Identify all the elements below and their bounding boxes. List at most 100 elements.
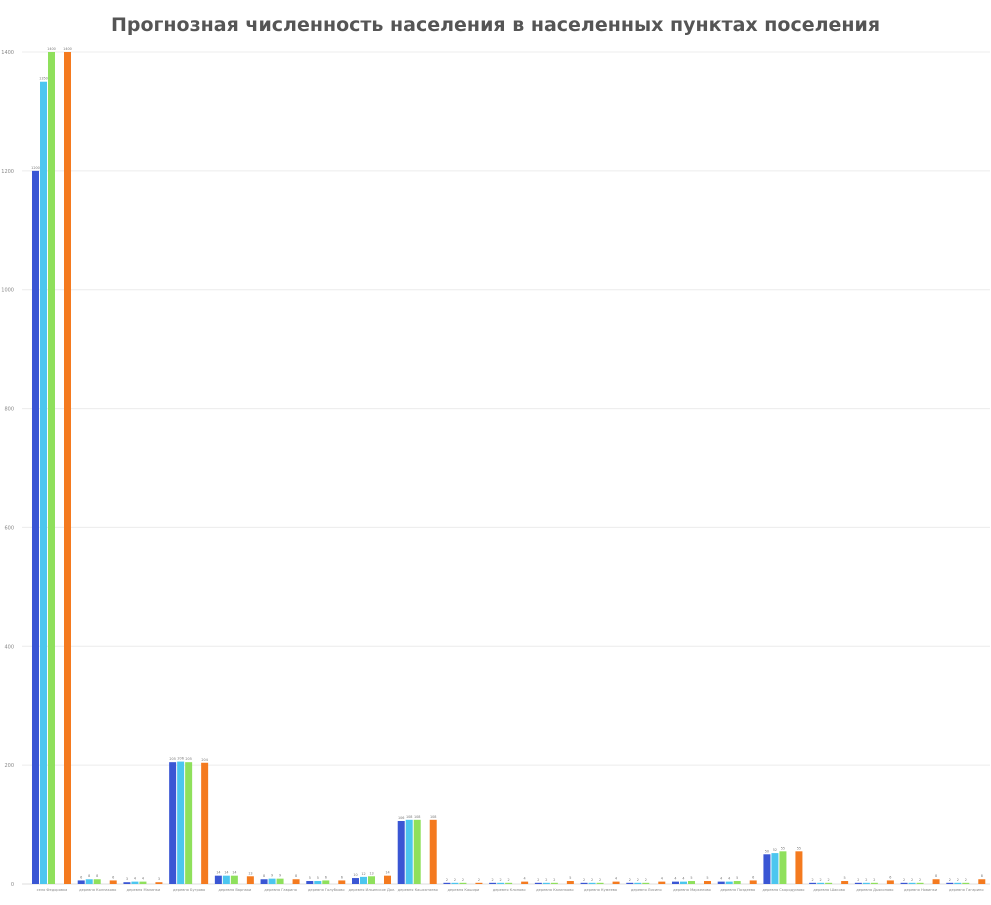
data-label: 6 [80, 875, 82, 879]
data-label: 6 [112, 875, 114, 879]
bar [763, 854, 771, 884]
bar [642, 882, 650, 884]
bar [854, 882, 862, 884]
bar [534, 882, 542, 884]
data-label: 2 [462, 878, 464, 882]
data-label: 55 [781, 846, 785, 850]
bar [580, 882, 588, 884]
data-label: 6 [889, 875, 891, 879]
bar [131, 881, 139, 884]
bar [48, 52, 55, 884]
data-label: 1400 [47, 47, 56, 51]
data-label: 5 [309, 876, 311, 880]
bar [123, 882, 131, 884]
data-label: 5 [690, 876, 692, 880]
data-label: 8 [88, 874, 90, 878]
x-category-label: деревня Маркелово [673, 888, 711, 892]
data-label: 2 [828, 878, 830, 882]
data-label: 106 [398, 816, 404, 820]
y-tick-label: 400 [4, 644, 14, 650]
x-category-label: деревня Бугрово [173, 888, 205, 892]
bar [680, 881, 687, 884]
bar [672, 881, 679, 884]
data-label: 2 [873, 878, 875, 882]
data-label: 2 [645, 878, 647, 882]
bar [588, 882, 596, 884]
bar [795, 851, 803, 884]
bar [542, 882, 550, 884]
bar [201, 762, 209, 884]
bar [368, 876, 375, 884]
bar [717, 881, 725, 884]
data-label: 5 [736, 876, 738, 880]
x-category-label: деревня Ильинское Дол. [349, 888, 396, 892]
x-category-label: деревня Лисино [631, 888, 662, 892]
bar [908, 882, 916, 884]
bar [384, 875, 391, 884]
data-label: 4 [720, 877, 722, 881]
data-label: 2 [537, 878, 539, 882]
data-label: 14 [216, 871, 220, 875]
bar [497, 882, 505, 884]
data-label: 8 [263, 874, 265, 878]
x-category-label: деревня Кумеево [584, 888, 617, 892]
bar [505, 882, 513, 884]
bar [360, 876, 367, 884]
data-label: 2 [454, 878, 456, 882]
bar [139, 881, 147, 884]
data-label: 4 [134, 877, 136, 881]
data-label: 55 [797, 846, 801, 850]
y-tick-label: 1000 [1, 288, 14, 294]
data-label: 2 [865, 878, 867, 882]
data-label: 108 [430, 815, 436, 819]
bar [276, 878, 284, 884]
data-label: 2 [500, 878, 502, 882]
data-label: 2 [629, 878, 631, 882]
data-label: 4 [728, 877, 730, 881]
bar [870, 882, 878, 884]
x-category-label: деревня Скородумово [762, 888, 804, 892]
bar [405, 819, 413, 884]
data-label: 1350 [39, 77, 48, 81]
data-label: 13 [248, 871, 252, 875]
y-tick-label: 800 [4, 407, 14, 413]
x-category-label: деревня Колпаково [79, 888, 116, 892]
bar [779, 851, 787, 884]
bar [489, 882, 497, 884]
data-label: 12 [361, 872, 365, 876]
bar [550, 882, 558, 884]
bar [704, 881, 711, 884]
data-label: 6 [752, 875, 754, 879]
data-label: 4 [142, 877, 144, 881]
bar [338, 880, 346, 884]
x-category-label: деревня Клопово [493, 888, 526, 892]
data-label: 2 [965, 878, 967, 882]
data-label: 50 [765, 849, 769, 853]
data-label: 2 [446, 878, 448, 882]
data-label: 5 [706, 876, 708, 880]
bar [397, 821, 405, 884]
data-label: 4 [524, 877, 526, 881]
bar [962, 882, 970, 884]
bar [222, 875, 230, 884]
bar [733, 881, 741, 884]
bar [862, 882, 870, 884]
bar [771, 853, 779, 884]
data-label: 2 [919, 878, 921, 882]
x-category-label: деревня Кашхатаево [398, 888, 438, 892]
bar [809, 882, 817, 884]
bar [688, 881, 695, 884]
bar [77, 880, 85, 884]
x-category-label: деревня Шаково [813, 888, 845, 892]
bar [946, 882, 954, 884]
data-label: 4 [615, 877, 617, 881]
data-label: 108 [406, 815, 412, 819]
bar [725, 881, 733, 884]
data-label: 2 [637, 878, 639, 882]
data-label: 8 [96, 874, 98, 878]
bar [352, 878, 359, 884]
bar [658, 881, 666, 884]
x-category-label: деревня Кашири [447, 888, 480, 892]
